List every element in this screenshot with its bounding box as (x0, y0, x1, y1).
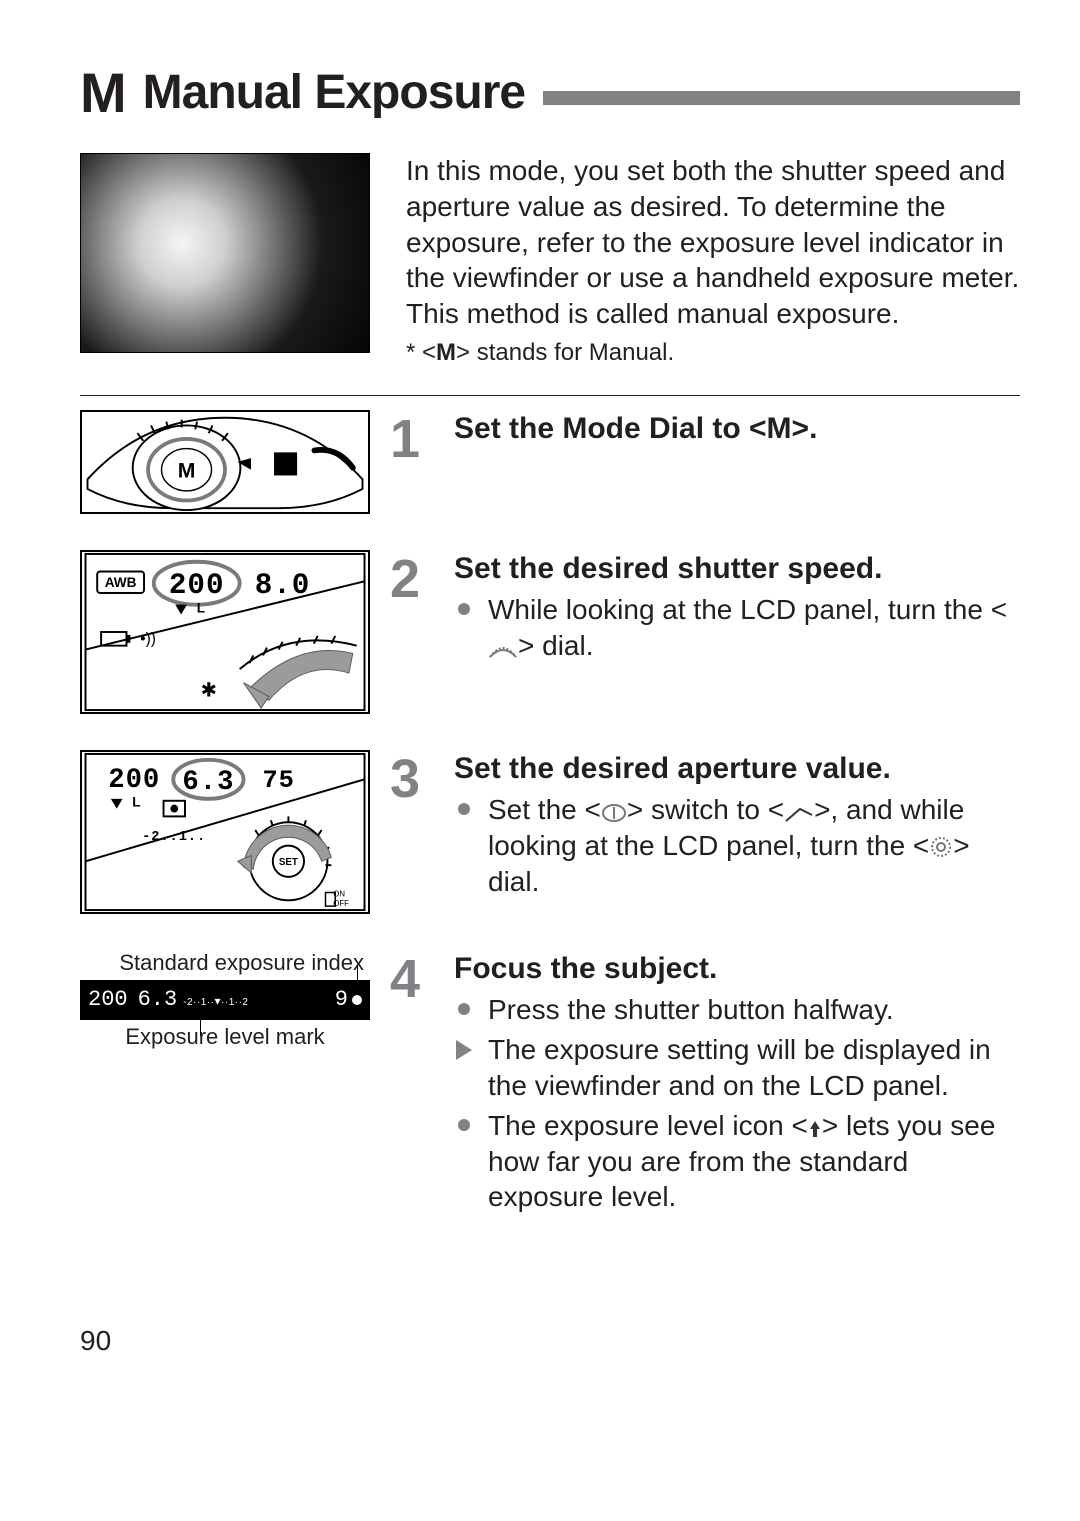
step-number: 3 (390, 750, 444, 914)
bullet-triangle-icon (456, 1040, 472, 1060)
svg-text:L: L (132, 794, 140, 809)
intro-note: * <M> stands for Manual. (406, 338, 1020, 369)
pointer-up-icon (808, 1119, 822, 1139)
leader-line (200, 1020, 201, 1036)
list-item: Set the <> switch to <>, and while looki… (454, 792, 1020, 899)
svg-text:SET: SET (279, 857, 298, 868)
vf-focus-dot-icon (352, 995, 362, 1005)
bullet-text: Set the < (488, 794, 601, 825)
svg-text:M: M (178, 459, 196, 482)
title-rule (543, 91, 1020, 105)
qc-switch-icon (601, 803, 627, 823)
bullet-text: Press the shutter button halfway. (488, 994, 894, 1025)
sample-photo (80, 153, 370, 353)
step-bullets: Press the shutter button halfway. The ex… (454, 992, 1020, 1215)
bullet-dot-icon (458, 603, 470, 615)
note-prefix: * < (406, 339, 436, 366)
bullet-dot-icon (458, 803, 470, 815)
fig-lcd-aperture: 200 6.3 75 L -2..1.. (80, 750, 370, 914)
seg-aperture: 6.3 (182, 767, 234, 798)
mode-glyph: M (80, 60, 125, 125)
bullet-text: > dial. (518, 630, 594, 661)
step-heading-pre: Set the Mode Dial to < (454, 412, 767, 445)
vf-label-top: Standard exposure index (80, 950, 370, 976)
seg-aperture: 8.0 (255, 569, 311, 602)
bullet-text: The exposure level icon < (488, 1110, 808, 1141)
step-heading: Set the desired shutter speed. (454, 550, 1020, 588)
step-body: Focus the subject. Press the shutter but… (454, 950, 1020, 1215)
vf-aperture: 6.3 (138, 987, 178, 1012)
step-heading-glyph: M (767, 412, 792, 445)
seg-shutter: 200 (108, 765, 160, 796)
note-glyph: M (436, 339, 456, 366)
list-item: Press the shutter button halfway. (454, 992, 1020, 1028)
step-heading: Set the desired aperture value. (454, 750, 1020, 788)
step-number: 1 (390, 410, 444, 514)
separator (80, 395, 1020, 396)
seg-right: 75 (262, 766, 294, 795)
page-title: Manual Exposure (143, 65, 525, 120)
svg-text:✱: ✱ (201, 679, 217, 701)
qc-dial-icon (929, 835, 953, 859)
step-heading-post: >. (792, 412, 818, 445)
step-body: Set the Mode Dial to <M>. (454, 410, 1020, 514)
list-item: While looking at the LCD panel, turn the… (454, 592, 1020, 664)
step-heading: Focus the subject. (454, 950, 1020, 988)
bullet-dot-icon (458, 1003, 470, 1015)
intro-text: In this mode, you set both the shutter s… (406, 153, 1020, 369)
awb-label: AWB (105, 575, 137, 590)
page-title-row: M Manual Exposure (80, 60, 1020, 125)
step-number: 2 (390, 550, 444, 714)
svg-text:-2..1..: -2..1.. (142, 830, 206, 845)
vf-scale: -2··1··▾··1··2 (183, 992, 248, 1008)
bullet-text: > switch to < (627, 794, 784, 825)
list-item: The exposure level icon <> lets you see … (454, 1108, 1020, 1215)
intro-row: In this mode, you set both the shutter s… (80, 153, 1020, 369)
seg-shutter: 200 (169, 569, 225, 602)
step-body: Set the desired aperture value. Set the … (454, 750, 1020, 914)
step-bullets: While looking at the LCD panel, turn the… (454, 592, 1020, 664)
vf-right-num: 9 (335, 987, 348, 1012)
step-bullets: Set the <> switch to <>, and while looki… (454, 792, 1020, 899)
note-suffix: > stands for Manual. (456, 339, 674, 366)
list-item: The exposure setting will be displayed i… (454, 1032, 1020, 1104)
viewfinder-strip: 200 6.3 -2··1··▾··1··2 9 (80, 980, 370, 1020)
step-number: 4 (390, 950, 444, 1215)
fig-viewfinder-strip: Standard exposure index 200 6.3 -2··1··▾… (80, 950, 370, 1215)
bullet-dot-icon (458, 1119, 470, 1131)
leader-line (357, 966, 358, 980)
svg-text:•)): •)) (140, 631, 156, 648)
angle-icon (784, 805, 814, 823)
main-dial-icon (488, 637, 518, 659)
bullet-text: The exposure setting will be displayed i… (488, 1034, 991, 1101)
page-number: 90 (80, 1325, 1020, 1357)
bullet-text: While looking at the LCD panel, turn the… (488, 594, 1007, 625)
fig-lcd-shutter: AWB 200 8.0 L •)) (80, 550, 370, 714)
step-body: Set the desired shutter speed. While loo… (454, 550, 1020, 714)
step-heading: Set the Mode Dial to <M>. (454, 410, 1020, 448)
intro-paragraph: In this mode, you set both the shutter s… (406, 153, 1020, 332)
vf-label-bot: Exposure level mark (80, 1024, 370, 1050)
vf-shutter: 200 (88, 987, 128, 1012)
fig-mode-dial: M (80, 410, 370, 514)
svg-text:L: L (197, 600, 205, 615)
steps: M 1 Set the Mode Dial to <M>. (80, 410, 1020, 1215)
